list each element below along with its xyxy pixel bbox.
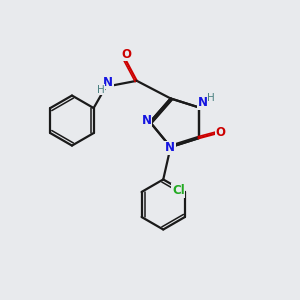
- Text: O: O: [216, 126, 226, 139]
- Text: N: N: [165, 141, 175, 154]
- Text: H: H: [97, 85, 104, 94]
- Text: Cl: Cl: [172, 184, 185, 197]
- Text: O: O: [122, 48, 131, 61]
- Text: N: N: [198, 96, 208, 110]
- Text: N: N: [103, 76, 113, 89]
- Text: H: H: [207, 93, 215, 103]
- Text: N: N: [142, 114, 152, 127]
